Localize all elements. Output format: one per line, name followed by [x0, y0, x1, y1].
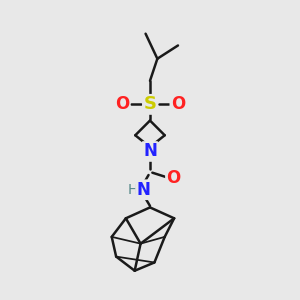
- Text: O: O: [167, 169, 181, 187]
- Text: O: O: [171, 95, 185, 113]
- Text: N: N: [143, 142, 157, 160]
- Text: H: H: [128, 183, 138, 197]
- Text: N: N: [136, 181, 151, 199]
- Text: O: O: [115, 95, 129, 113]
- Text: S: S: [143, 95, 157, 113]
